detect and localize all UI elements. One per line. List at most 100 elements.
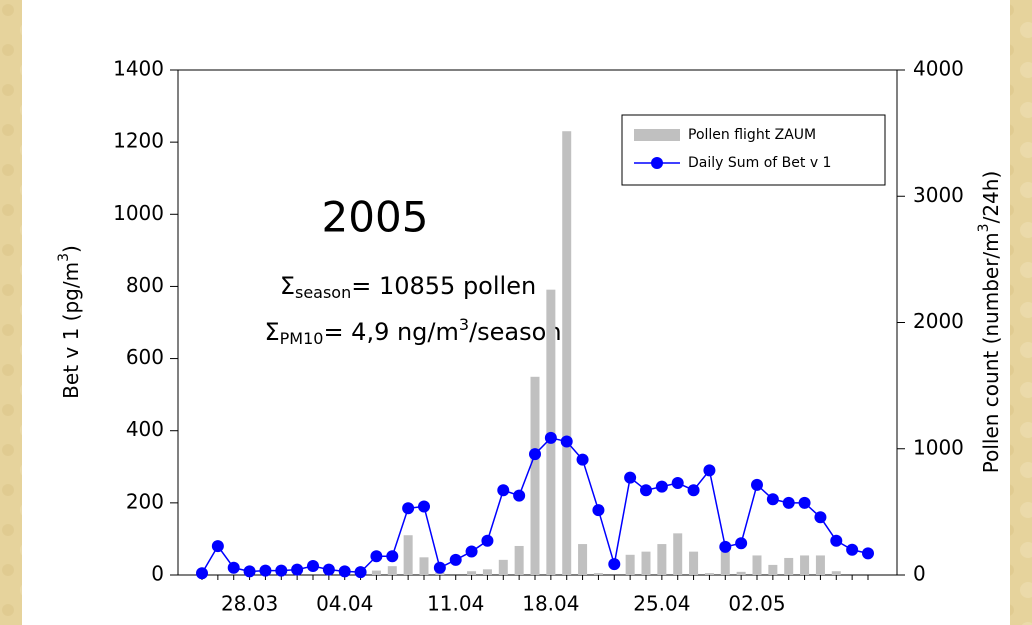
marker [354,566,367,579]
marker [418,500,430,513]
marker [846,543,859,556]
bar [530,376,540,575]
y-axis-label: Bet v 1 (pg/m3) [56,245,83,399]
y-tick-label: 800 [126,273,164,297]
bar [498,559,508,575]
bar [562,131,572,575]
y-tick-label: 400 [126,417,164,441]
bar [578,544,588,575]
y2-axis-label: Pollen count (number/m3/24h) [976,171,1003,474]
y-tick-label: 1200 [113,129,164,153]
bar [673,533,683,575]
marker [449,553,462,566]
season-sum: Σseason= 10855 pollen [280,272,536,302]
pm10-sum: ΣPM10= 4,9 ng/m3/season [264,315,561,348]
legend-label: Pollen flight ZAUM [688,127,816,143]
bar [403,535,413,575]
bar [387,566,397,575]
marker [814,511,827,524]
x-tick-label: 18.04 [522,592,579,616]
legend-label: Daily Sum of Bet v 1 [688,155,831,171]
marker [719,540,732,553]
y2-tick-label: 3000 [913,183,964,207]
x-tick-label: 04.04 [316,592,373,616]
legend-box [621,114,886,186]
marker [560,435,573,448]
legend-swatch [634,129,680,141]
bar [419,557,429,575]
y2-tick-label: 0 [913,562,926,586]
marker [259,564,272,577]
legend: Pollen flight ZAUM Daily Sum of Bet v 1 [621,114,886,186]
y-tick-label: 200 [126,489,164,513]
bar [371,570,381,575]
bar [720,551,730,575]
y2-tick-label: 4000 [913,57,964,81]
marker [243,565,256,578]
bar [784,557,794,575]
marker [592,504,605,517]
bar [752,555,762,575]
marker [196,567,208,580]
marker [529,448,541,461]
marker [655,480,668,493]
marker [751,478,763,491]
marker [322,563,335,576]
marker [513,489,526,502]
marker [211,540,224,553]
bar [800,555,810,575]
bar [831,571,841,575]
bar [704,573,714,575]
panel [22,0,1010,625]
marker [624,471,637,484]
marker [830,534,843,547]
marker [275,564,288,577]
bar [625,554,635,575]
marker [465,545,478,558]
y2-tick-label: 1000 [913,435,964,459]
marker [481,534,494,547]
bar [736,571,746,575]
bar [657,544,667,575]
bar [768,564,778,575]
marker [370,550,383,563]
marker [640,484,652,497]
marker [433,561,446,574]
marker [386,550,399,563]
marker [862,547,874,560]
bar [514,545,524,575]
marker [497,484,510,497]
y-tick-label: 0 [151,562,164,586]
marker [671,477,684,490]
marker [766,493,779,506]
marker [576,453,589,466]
bar [641,551,651,575]
year-label: 2005 [322,193,429,242]
legend-marker [651,157,663,169]
bar [593,573,603,575]
marker [608,558,621,571]
x-tick-label: 02.05 [728,592,785,616]
marker [544,431,557,444]
bar [467,571,477,575]
y-tick-label: 1400 [113,57,164,81]
marker [798,496,811,509]
bar [815,555,825,575]
marker [227,561,240,574]
y-tick-label: 1000 [113,201,164,225]
marker [735,537,748,550]
marker [291,563,304,576]
marker [402,502,415,515]
marker [307,559,319,572]
marker [687,484,700,497]
marker [782,496,795,509]
x-tick-label: 11.04 [427,592,484,616]
marker [703,464,716,477]
bar [482,569,492,575]
y2-tick-label: 2000 [913,309,964,333]
x-tick-label: 25.04 [633,592,690,616]
x-tick-label: 28.03 [221,592,278,616]
bar [689,551,699,575]
